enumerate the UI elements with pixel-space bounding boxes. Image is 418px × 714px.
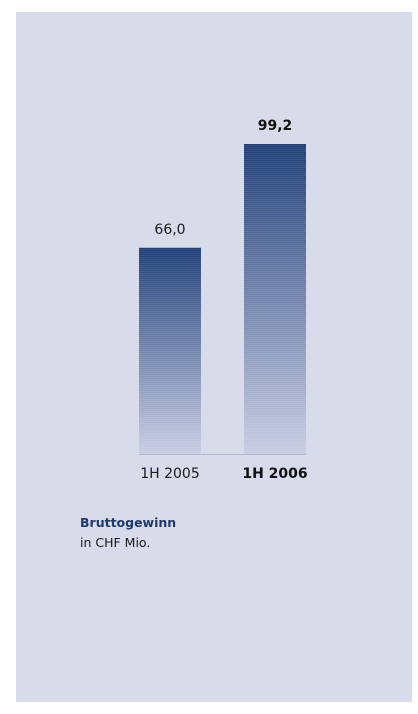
bar-texture-1h-2005: [139, 247, 201, 454]
category-label-1h-2005: 1H 2005: [140, 466, 200, 482]
value-label-1h-2005: 66,0: [154, 222, 185, 238]
chart-caption: Bruttogewinn in CHF Mio.: [80, 514, 176, 554]
category-label-1h-2006: 1H 2006: [242, 466, 307, 482]
chart-panel: [16, 12, 412, 702]
value-label-1h-2006: 99,2: [258, 118, 293, 134]
chart-title: Bruttogewinn: [80, 515, 177, 530]
chart-subtitle: in CHF Mio.: [80, 535, 151, 550]
bar-texture-1h-2006: [244, 144, 306, 454]
